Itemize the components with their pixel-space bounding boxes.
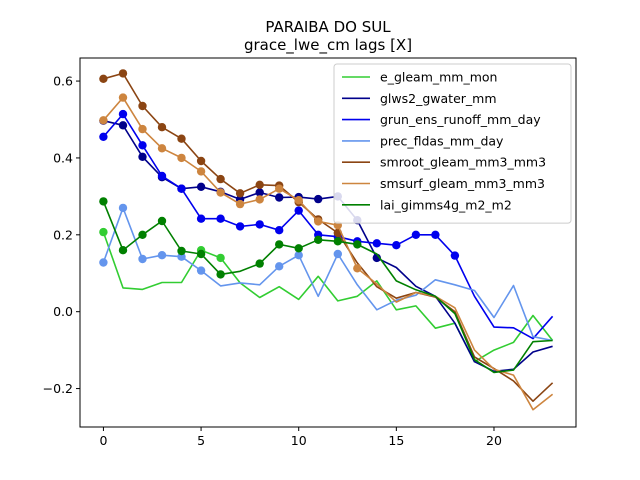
series-line xyxy=(102,201,553,374)
data-point xyxy=(255,188,264,197)
data-point xyxy=(275,184,284,193)
data-point xyxy=(99,197,108,206)
data-point xyxy=(235,222,245,231)
data-point xyxy=(294,244,303,253)
data-point xyxy=(177,153,186,163)
data-point xyxy=(118,121,128,130)
y-tick-label: 0.2 xyxy=(53,227,73,242)
data-point xyxy=(216,174,225,184)
data-point xyxy=(216,214,225,223)
data-point xyxy=(314,235,323,244)
y-tick-label: 0.4 xyxy=(53,150,73,165)
data-point xyxy=(177,134,186,143)
data-point xyxy=(353,264,362,273)
data-point xyxy=(255,220,264,229)
x-tick-label: 20 xyxy=(486,433,502,448)
data-point xyxy=(99,132,108,141)
legend-label: lai_gimms4g_m2_m2 xyxy=(380,197,512,212)
data-point xyxy=(216,270,225,279)
data-point xyxy=(157,144,167,153)
chart-title: PARAIBA DO SUL xyxy=(265,18,391,36)
legend-label: smroot_gleam_mm3_mm3 xyxy=(380,155,546,170)
data-point xyxy=(138,124,147,134)
x-tick-label: 10 xyxy=(291,433,307,448)
data-point xyxy=(118,69,128,78)
series-smsurf_gleam_mm3_mm3 xyxy=(99,93,554,411)
data-point xyxy=(118,246,128,255)
data-point xyxy=(196,156,206,166)
data-point xyxy=(196,214,206,223)
legend-label: glws2_gwater_mm xyxy=(380,91,497,106)
data-point xyxy=(333,249,342,259)
data-point xyxy=(196,266,206,275)
data-point xyxy=(138,254,147,264)
data-point xyxy=(235,199,245,209)
legend-label: e_gleam_mm_mon xyxy=(380,70,497,85)
data-point xyxy=(99,74,108,84)
data-point xyxy=(99,227,108,237)
data-point xyxy=(275,193,284,202)
legend-label: prec_fldas_mm_day xyxy=(380,133,504,148)
data-point xyxy=(353,240,362,249)
y-tick-label: −0.2 xyxy=(43,381,73,396)
data-point xyxy=(235,189,245,198)
series-lai_gimms4g_m2_m2 xyxy=(99,197,553,374)
data-point xyxy=(255,259,264,268)
x-tick-label: 5 xyxy=(197,433,205,448)
legend-label: smsurf_gleam_mm3_mm3 xyxy=(380,176,545,191)
y-tick-label: 0.6 xyxy=(53,74,73,89)
plot-area-frame xyxy=(79,57,577,428)
data-point xyxy=(216,188,225,197)
data-point xyxy=(333,237,342,246)
series-layer xyxy=(99,69,554,411)
data-point xyxy=(275,240,284,249)
data-point xyxy=(118,203,128,213)
x-tick-label: 15 xyxy=(388,433,404,448)
data-point xyxy=(99,258,108,267)
data-point xyxy=(157,123,167,132)
data-point xyxy=(157,216,167,226)
data-point xyxy=(196,182,206,191)
chart-subtitle: grace_lwe_cm lags [X] xyxy=(244,36,412,55)
data-point xyxy=(372,239,381,248)
legend-box xyxy=(333,63,572,224)
data-point xyxy=(216,253,225,263)
data-point xyxy=(196,249,206,259)
data-point xyxy=(294,206,303,215)
data-point xyxy=(138,230,147,239)
x-tick-label: 0 xyxy=(99,433,107,448)
data-point xyxy=(431,230,440,239)
data-point xyxy=(196,167,206,176)
data-point xyxy=(138,101,147,111)
data-point xyxy=(294,196,303,205)
data-point xyxy=(177,246,186,256)
data-point xyxy=(138,152,147,161)
data-point xyxy=(157,171,167,181)
data-point xyxy=(392,241,401,250)
data-point xyxy=(157,251,167,260)
data-point xyxy=(99,116,108,125)
axes-layer: 0 5 10 15 20 −0.2 0.0 0.2 0.4 0.6 xyxy=(43,74,502,448)
series-prec_fldas_mm_day xyxy=(99,203,553,342)
series-grun_ens_runoff_mm_day xyxy=(99,109,554,340)
data-point xyxy=(275,226,284,235)
y-tick-label: 0.0 xyxy=(53,304,73,319)
data-point xyxy=(118,109,128,119)
data-point xyxy=(275,262,284,271)
data-point xyxy=(411,230,421,239)
legend: e_gleam_mm_mon glws2_gwater_mm grun_ens_ru… xyxy=(333,63,572,224)
data-point xyxy=(294,251,303,260)
data-point xyxy=(314,194,323,204)
legend-label: grun_ens_runoff_mm_day xyxy=(380,112,541,127)
data-point xyxy=(177,184,186,193)
data-point xyxy=(138,141,147,150)
data-point xyxy=(118,93,128,102)
data-point xyxy=(314,217,323,226)
data-point xyxy=(255,195,264,204)
data-point xyxy=(450,251,460,260)
data-point xyxy=(255,180,264,189)
